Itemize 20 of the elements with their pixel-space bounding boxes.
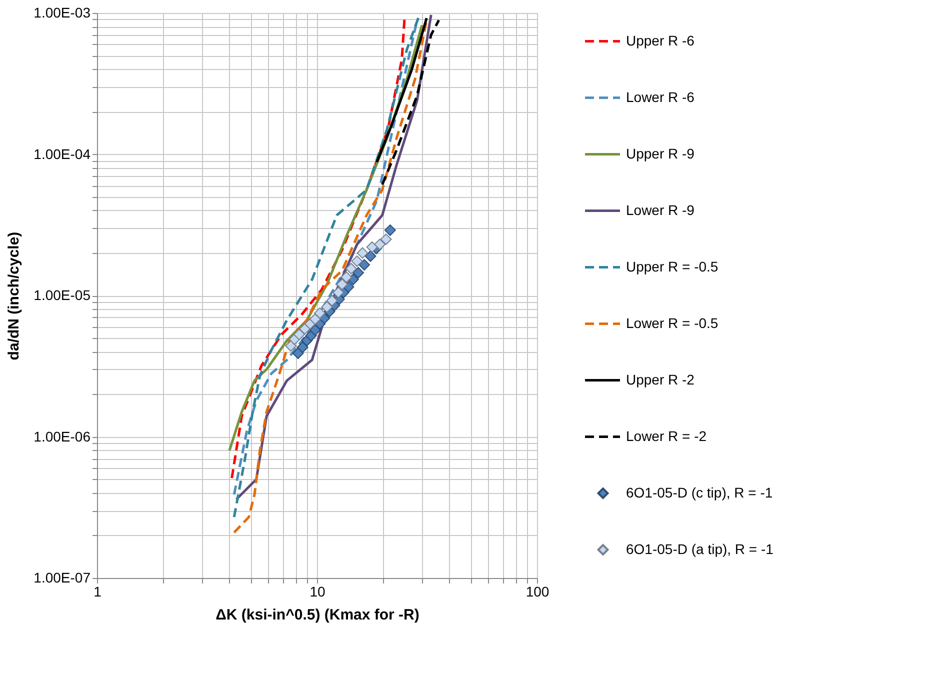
- legend-label: Lower R -9: [626, 202, 695, 218]
- legend-label: Lower R = -0.5: [626, 314, 718, 331]
- legend-label: Upper R -9: [626, 145, 695, 162]
- legend-label: 6O1-05-D (a tip), R = -1: [626, 540, 774, 557]
- y-tick-label: 1.00E-03: [34, 4, 91, 20]
- legend-label: Upper R -2: [626, 371, 695, 388]
- legend-label: Upper R = -0.5: [626, 258, 718, 274]
- legend-label: Lower R = -2: [626, 428, 707, 444]
- x-axis-title: ΔK (ksi-in^0.5) (Kmax for -R): [216, 606, 420, 624]
- legend-label: Lower R -6: [626, 88, 695, 105]
- x-tick-label: 10: [310, 584, 326, 600]
- y-tick-label: 1.00E-06: [34, 428, 91, 444]
- legend-label: Upper R -6: [626, 32, 695, 48]
- y-tick-label: 1.00E-04: [34, 146, 91, 162]
- y-tick-label: 1.00E-05: [34, 287, 91, 303]
- y-axis-title: da/dN (inch/cycle): [6, 232, 23, 360]
- y-tick-label: 1.00E-07: [34, 570, 91, 586]
- x-tick-label: 1: [94, 584, 102, 600]
- x-tick-label: 100: [526, 584, 550, 600]
- legend-label: 6O1-05-D (c tip), R = -1: [626, 484, 773, 500]
